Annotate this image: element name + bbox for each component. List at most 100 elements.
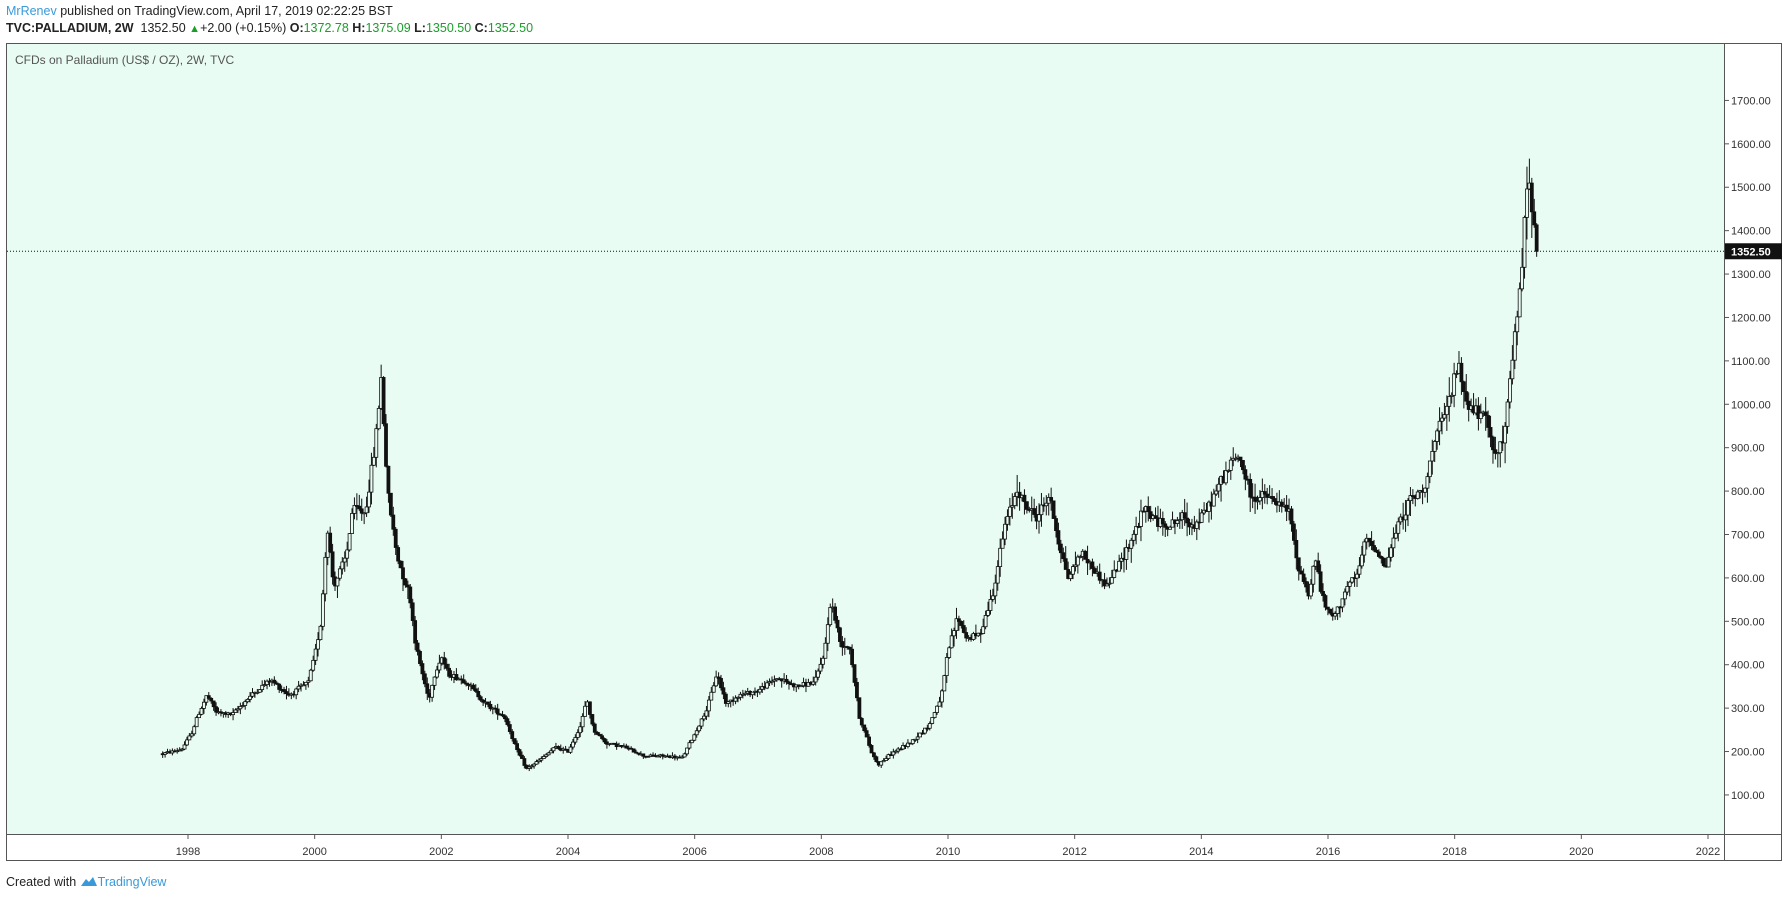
candle [335,577,340,598]
candle [231,708,235,721]
candle [1160,511,1165,536]
candle [602,737,607,744]
candle [1182,498,1187,526]
candle [702,713,706,722]
candle [367,479,371,513]
candle [1134,516,1139,545]
candle [1498,441,1503,468]
candle [316,632,320,657]
y-tick-label: 700.00 [1731,529,1765,541]
candle [828,603,833,627]
candle [274,681,279,686]
candle [580,713,585,733]
candle [1270,488,1274,505]
candle [597,732,602,737]
candle [1228,456,1233,480]
candle [432,676,437,691]
candle [961,620,966,634]
x-tick-label: 2018 [1442,846,1466,858]
candle [1037,503,1041,534]
candle [959,620,964,629]
candle [1058,539,1063,564]
candle [872,751,876,760]
x-tick-label: 2004 [556,846,580,858]
candle [1000,531,1005,549]
candle [1097,563,1102,584]
candle [1024,501,1029,514]
candle [1442,402,1447,421]
candle [233,708,238,713]
candle [393,527,398,555]
candle [245,698,250,704]
candle [1478,403,1483,424]
candle [185,736,189,747]
candle [862,724,867,733]
candle [250,688,255,699]
candle [1022,489,1027,515]
candle [1092,566,1097,574]
candle [1532,198,1537,228]
price-change: +2.00 (+0.15%) [200,21,287,35]
candle [575,729,580,741]
candle [323,552,328,602]
candle [787,680,791,690]
candle [1289,505,1294,532]
candle [833,603,838,624]
candle [1517,282,1522,318]
candle [1534,223,1539,257]
tradingview-link[interactable]: TradingView [97,875,167,889]
candle [357,494,362,512]
candle [481,698,486,706]
candle [957,615,961,631]
candle [313,643,318,666]
candle [932,711,937,719]
candle [1340,598,1345,613]
candle [1423,487,1427,498]
candle [986,601,990,617]
author-link[interactable]: MrRenev [6,4,57,18]
candle [408,584,413,609]
candle [971,631,976,641]
candle [719,674,723,691]
candle [413,616,418,651]
candle [464,680,469,687]
candle [551,747,556,754]
candle [425,677,430,701]
candle [257,689,262,693]
candle [1437,407,1442,446]
candle [1243,465,1248,491]
y-tick-label: 1500.00 [1731,182,1771,194]
candle [265,679,269,690]
candle [736,696,740,703]
candle [709,687,714,701]
y-tick-label: 400.00 [1731,660,1765,672]
published-text: published on TradingView.com, April 17, … [56,4,393,18]
publication-header: MrRenev published on TradingView.com, Ap… [6,4,393,19]
candle [1393,524,1398,540]
candle [813,669,818,686]
x-tick-label: 2014 [1189,846,1213,858]
candle [202,698,206,714]
y-tick-label: 1600.00 [1731,139,1771,151]
candle [1503,422,1508,464]
candle [1488,415,1493,448]
candle [1529,177,1534,238]
candle [1461,380,1466,409]
candle [1491,435,1495,464]
candle [447,663,452,679]
candle [539,756,544,763]
candle [716,672,721,685]
candle [192,724,197,736]
candle [947,646,952,659]
candle [1255,495,1260,510]
candle [1272,496,1277,505]
axes-group: 100.00 200.00 300.00 400.00 500.00 600.00 700.… [6,44,1782,860]
candle [1292,520,1296,545]
candle [517,748,522,757]
candle [1512,323,1517,370]
candle [825,617,830,652]
candle [799,685,804,688]
x-tick-label: 2000 [302,846,326,858]
candle [682,752,687,758]
candle [1440,412,1444,435]
